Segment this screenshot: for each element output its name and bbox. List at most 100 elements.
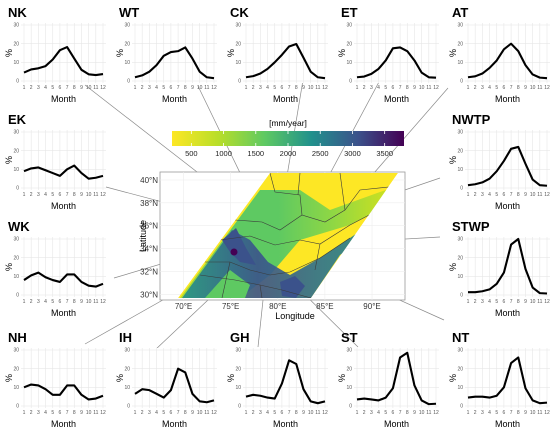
x-tick-label: 9: [302, 85, 305, 91]
x-tick-label: 12: [100, 192, 106, 198]
x-axis-label: Month: [162, 94, 187, 104]
x-tick-label: 11: [426, 85, 431, 91]
x-tick-label: 5: [162, 410, 165, 416]
x-axis-label: Month: [273, 419, 298, 429]
series-line-wk: [23, 271, 104, 288]
y-tick-label: 0: [460, 404, 463, 410]
y-tick-label: 20: [457, 41, 463, 47]
x-tick-label: 9: [191, 85, 194, 91]
x-tick-label: 5: [51, 299, 54, 305]
series-line-ck: [245, 42, 326, 80]
x-tick-label: 3: [37, 299, 40, 305]
x-tick-label: 12: [544, 192, 550, 198]
x-tick-label: 8: [295, 85, 298, 91]
x-tick-label: 4: [488, 85, 491, 91]
precipitation-map: 70°E 75°E 80°E 85°E 90°E 30°N 32°N 34°N 36°N 38°N…: [138, 171, 406, 321]
x-tick-label: 9: [80, 192, 83, 198]
x-tick-label: 4: [266, 85, 269, 91]
y-tick-label: 0: [349, 79, 352, 85]
x-tick-label: 12: [322, 410, 328, 416]
x-tick-label: 3: [481, 299, 484, 305]
y-axis-label: %: [115, 49, 125, 57]
x-tick-label: 4: [44, 85, 47, 91]
y-tick-label: 0: [16, 79, 19, 85]
x-tick-label: 6: [170, 410, 173, 416]
x-tick-label: 3: [481, 192, 484, 198]
x-tick-label: 1: [467, 299, 470, 305]
x-tick-label: 2: [474, 410, 477, 416]
series-line-ih: [134, 367, 215, 404]
x-tick-label: 1: [467, 192, 470, 198]
map-west-wet-zone: [222, 228, 256, 265]
x-tick-label: 11: [537, 85, 542, 91]
y-tick-label: 20: [457, 366, 463, 372]
y-tick-label: 10: [13, 60, 19, 66]
x-tick-label: 11: [315, 85, 320, 91]
x-tick-label: 6: [59, 410, 62, 416]
map-x-tick-label: 70°E: [175, 302, 192, 311]
x-tick-label: 8: [517, 299, 520, 305]
y-axis-label: %: [337, 49, 347, 57]
panel-title-ek: EK: [8, 112, 27, 127]
series-line-ek: [23, 164, 104, 180]
x-tick-label: 2: [141, 85, 144, 91]
y-tick-label: 30: [13, 23, 19, 29]
panel-title-nwtp: NWTP: [452, 112, 491, 127]
x-tick-label: 8: [406, 410, 409, 416]
x-tick-label: 11: [537, 299, 542, 305]
x-tick-label: 5: [495, 410, 498, 416]
x-tick-label: 3: [37, 192, 40, 198]
x-tick-label: 10: [530, 410, 536, 416]
y-tick-label: 30: [457, 348, 463, 354]
map-y-tick-label: 32°N: [140, 267, 158, 276]
x-tick-label: 6: [392, 410, 395, 416]
x-tick-label: 6: [503, 410, 506, 416]
x-tick-label: 5: [384, 85, 387, 91]
panel-plot-area: [465, 23, 550, 83]
x-tick-label: 3: [259, 410, 262, 416]
x-axis-label: Month: [51, 201, 76, 211]
x-tick-label: 8: [295, 410, 298, 416]
y-tick-label: 0: [16, 186, 19, 192]
colorbar-tick-label: 3500: [376, 149, 393, 158]
y-tick-label: 0: [349, 404, 352, 410]
y-tick-label: 20: [124, 366, 130, 372]
x-tick-label: 10: [419, 410, 425, 416]
x-tick-label: 6: [392, 85, 395, 91]
map-y-tick-label: 34°N: [140, 245, 158, 254]
panel-title-nt: NT: [452, 330, 469, 345]
y-axis-label: %: [448, 374, 458, 382]
y-tick-label: 0: [238, 79, 241, 85]
x-tick-label: 1: [23, 410, 26, 416]
x-tick-label: 5: [384, 410, 387, 416]
colorbar-bar: [172, 131, 404, 146]
x-tick-label: 4: [44, 410, 47, 416]
x-tick-label: 7: [177, 85, 180, 91]
map-x-axis-label: Longitude: [275, 311, 315, 321]
series-line-nt: [467, 356, 548, 405]
panel-title-stwp: STWP: [452, 219, 490, 234]
x-tick-label: 8: [184, 85, 187, 91]
x-tick-label: 1: [356, 410, 359, 416]
x-tick-label: 4: [155, 410, 158, 416]
x-tick-label: 2: [252, 85, 255, 91]
x-tick-label: 11: [93, 85, 98, 91]
x-tick-label: 12: [100, 299, 106, 305]
x-tick-label: 4: [488, 299, 491, 305]
x-tick-label: 3: [481, 85, 484, 91]
x-tick-label: 7: [510, 410, 513, 416]
y-tick-label: 20: [235, 366, 241, 372]
panel-plot-area: [21, 237, 106, 297]
y-tick-label: 30: [124, 23, 130, 29]
x-tick-label: 3: [37, 85, 40, 91]
x-tick-label: 10: [308, 410, 314, 416]
x-tick-label: 5: [51, 85, 54, 91]
colorbar-tick-label: 2000: [280, 149, 297, 158]
x-tick-label: 12: [544, 85, 550, 91]
